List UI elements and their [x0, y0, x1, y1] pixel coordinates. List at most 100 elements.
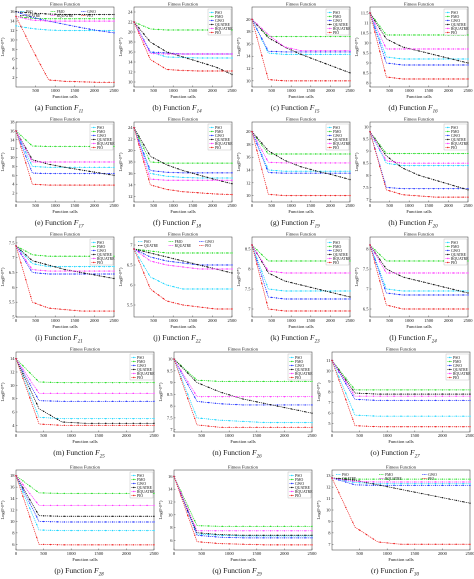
- series-point-quatre: [329, 173, 332, 176]
- series-point-fmo: [63, 492, 65, 495]
- series-point-pio: [339, 80, 341, 82]
- series-point-rquatre: [263, 396, 265, 398]
- series-point-pso: [36, 410, 38, 413]
- y-tick-label: 14: [128, 182, 133, 187]
- series-point-pso: [221, 419, 223, 422]
- y-tick-label: 6: [12, 285, 15, 290]
- chart-caption: (l) Function F24: [389, 333, 437, 345]
- series-point-pso: [452, 164, 454, 167]
- series-point-quatre: [403, 276, 405, 279]
- series-point-quatre: [105, 422, 107, 425]
- y-tick-label: 8.5: [363, 71, 369, 76]
- series-point-rquatre: [393, 272, 396, 274]
- legend-label: RQUATRE: [333, 27, 351, 31]
- legend-marker: [329, 146, 331, 149]
- series-point-fmo: [70, 492, 72, 495]
- series-point-quatre: [300, 53, 302, 56]
- series-point-pio: [34, 183, 37, 186]
- series-point-pio: [88, 184, 91, 186]
- series-point-rquatre: [276, 530, 279, 532]
- series-point-pio: [79, 184, 81, 186]
- series-point-pio: [187, 514, 189, 517]
- series-point-quatre: [455, 393, 457, 395]
- series-point-rquatre: [148, 49, 150, 52]
- series-point-pio: [125, 544, 128, 546]
- series-point-fmo: [349, 260, 351, 262]
- series-point-fmo: [311, 525, 313, 528]
- series-point-rquatre: [393, 395, 395, 397]
- series-point-gwo: [462, 64, 464, 66]
- series-point-gwo: [74, 25, 76, 28]
- series-point-pso: [105, 529, 107, 532]
- series-point-rquatre: [192, 53, 194, 55]
- chart-title: Fitness Function: [286, 232, 317, 237]
- series-point-rquatre: [386, 481, 388, 483]
- series-point-quatre: [98, 275, 101, 277]
- series-point-quatre: [167, 164, 169, 167]
- y-tick-label: 9: [328, 519, 331, 524]
- series-point-pio: [105, 544, 107, 546]
- series-point-pso: [393, 163, 396, 166]
- series-point-pso: [167, 56, 169, 58]
- series-point-gwo: [162, 171, 165, 173]
- series-point-pio: [283, 426, 286, 428]
- legend-label: PSO: [137, 356, 144, 360]
- series-point-fmo: [469, 389, 471, 391]
- series-point-gwo: [49, 521, 52, 523]
- series-point-fmo: [442, 152, 445, 155]
- series-point-quatre: [49, 414, 52, 417]
- series-point-quatre: [365, 392, 368, 395]
- series-point-quatre: [311, 412, 313, 414]
- series-point-quatre: [162, 162, 165, 164]
- series-point-pio: [214, 542, 217, 544]
- series-point-pso: [153, 529, 155, 532]
- series-point-gwo: [167, 171, 169, 174]
- series-point-pio: [442, 78, 445, 80]
- series-point-quatre: [414, 393, 416, 395]
- series-point-rquatre: [111, 504, 114, 507]
- series-point-fmo: [216, 252, 218, 254]
- x-axis-label: Function calls: [230, 557, 256, 562]
- series-point-quatre: [201, 175, 204, 177]
- series-point-gwo: [349, 298, 351, 300]
- legend-marker: [329, 261, 331, 264]
- series-point-gwo: [457, 294, 459, 296]
- series-point-rquatre: [448, 395, 450, 397]
- series-point-fmo: [153, 381, 155, 384]
- series-point-rquatre: [256, 23, 258, 25]
- series-point-quatre: [197, 263, 199, 266]
- legend-label: PIO: [205, 244, 211, 248]
- series-point-fmo: [34, 254, 37, 256]
- series-point-rquatre: [105, 392, 107, 395]
- y-tick-label: 5: [328, 421, 331, 426]
- legend-marker: [211, 130, 213, 133]
- x-tick-label: 500: [32, 318, 40, 323]
- chart-caption: (j) Function F22: [153, 333, 201, 345]
- legend-label: QUATRE: [137, 486, 153, 490]
- y-tick-label: 6.5: [127, 263, 133, 268]
- series-point-gwo: [187, 383, 189, 386]
- legend-box: [89, 123, 114, 151]
- x-tick-label: 2500: [466, 551, 474, 556]
- series-point-gwo: [111, 521, 114, 523]
- series-point-pio: [111, 544, 114, 546]
- x-tick-label: 500: [268, 318, 276, 323]
- chart-caption: (d) Function F16: [388, 103, 438, 115]
- series-point-pio: [138, 144, 140, 146]
- series-point-rquatre: [39, 269, 42, 272]
- series-point-fmo: [152, 161, 155, 163]
- series-point-quatre: [433, 283, 435, 286]
- series-point-gwo: [49, 273, 51, 275]
- series-point-rquatre: [315, 272, 317, 274]
- series-point-rquatre: [98, 392, 100, 395]
- chart-panel-h: Fitness Function 7 7.5 8 8.5 9 9.5 10 0 500 1000 15…: [354, 115, 473, 231]
- series-point-gwo: [433, 187, 435, 190]
- legend-label: PSO: [333, 126, 340, 130]
- series-point-quatre: [49, 515, 52, 517]
- series-point-gwo: [56, 521, 59, 523]
- y-tick-label: 7: [366, 287, 369, 292]
- y-tick-label: 24: [128, 125, 133, 130]
- series-point-pso: [462, 415, 464, 417]
- series-point-quatre: [349, 72, 351, 74]
